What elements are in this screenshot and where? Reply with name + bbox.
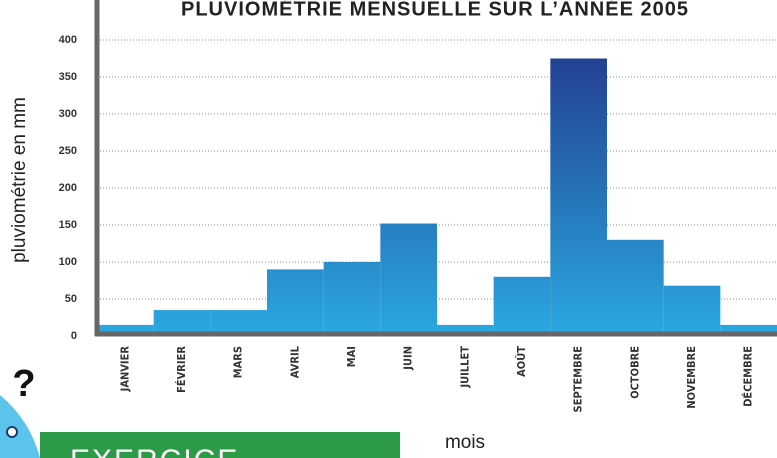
y-tick-label: 0 <box>71 330 77 342</box>
x-tick-label: OCTOBRE <box>628 346 641 399</box>
chart: PLUVIOMÉTRIE MENSUELLE SUR L’ANNÉE 2005 … <box>0 0 777 458</box>
x-tick-label: DÉCEMBRE <box>742 346 755 407</box>
x-tick-label: JANVIER <box>118 346 131 393</box>
bar <box>267 269 324 336</box>
chart-title: PLUVIOMÉTRIE MENSUELLE SUR L’ANNÉE 2005 <box>181 0 689 20</box>
x-tick-label: MAI <box>345 346 358 367</box>
y-tick-label: 200 <box>59 182 77 194</box>
y-tick-label: 350 <box>59 71 77 83</box>
bar <box>664 286 721 336</box>
plot-area: 0 50 100 150 200 250 300 350 400 JANVIER FÉVRIER MA… <box>59 34 777 413</box>
y-tick-label: 150 <box>59 219 77 231</box>
bar <box>324 262 381 336</box>
bar <box>607 240 664 336</box>
question-mark: ? <box>12 363 35 405</box>
x-tick-label: AVRIL <box>288 345 301 378</box>
y-axis-label: pluviométrie en mm <box>9 97 30 263</box>
drop-eye <box>7 427 17 437</box>
x-tick-label: FÉVRIER <box>175 346 188 393</box>
bar <box>380 224 437 336</box>
x-tick-label: AOÛT <box>515 346 528 377</box>
y-tick-label: 400 <box>59 34 77 46</box>
y-tick-label: 300 <box>59 108 77 120</box>
bar <box>494 277 551 336</box>
y-tick-label: 250 <box>59 145 77 157</box>
y-tick-label: 50 <box>65 293 77 305</box>
y-tick-label: 100 <box>59 256 77 268</box>
x-axis-label: mois <box>445 432 485 453</box>
bar <box>550 59 607 337</box>
x-tick-label: JUIN <box>402 346 415 371</box>
x-tick-label: JUILLET <box>458 346 471 389</box>
x-tick-label: SEPTEMBRE <box>572 346 585 413</box>
x-tick-label: NOVEMBRE <box>685 346 698 409</box>
decoration: ? EXERCICE <box>0 363 400 458</box>
exercise-title: EXERCICE <box>70 444 239 458</box>
x-tick-label: MARS <box>232 346 245 378</box>
